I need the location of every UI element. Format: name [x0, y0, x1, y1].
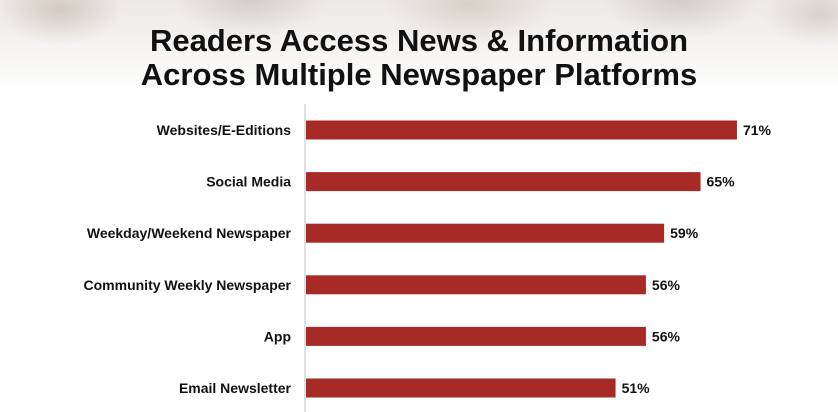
category-label: Community Weekly Newspaper: [84, 277, 292, 293]
header-background-image: [0, 0, 838, 100]
bar: [306, 120, 737, 140]
category-label: Social Media: [206, 174, 291, 190]
bar: [306, 275, 646, 295]
value-label: 56%: [652, 277, 681, 293]
value-label: 51%: [622, 380, 651, 396]
value-label: 71%: [743, 122, 772, 138]
bar: [306, 172, 701, 192]
bar: [306, 326, 646, 346]
bar: [306, 223, 665, 243]
chart-title-line-1: Readers Access News & Information: [149, 23, 689, 58]
category-label: Weekday/Weekend Newspaper: [87, 225, 292, 241]
category-label: Websites/E-Editions: [157, 122, 292, 138]
bar: [306, 378, 616, 398]
value-label: 65%: [707, 174, 736, 190]
value-label: 56%: [652, 328, 681, 344]
category-label: App: [264, 328, 291, 344]
chart-title: Readers Access News & Information Across…: [0, 24, 838, 92]
value-label: 59%: [670, 225, 699, 241]
chart-title-line-2: Across Multiple Newspaper Platforms: [140, 57, 698, 92]
category-label: Email Newsletter: [179, 380, 292, 396]
